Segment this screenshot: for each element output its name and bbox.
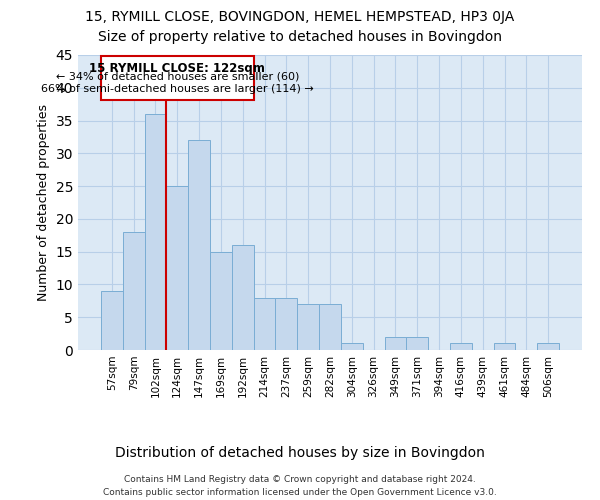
Y-axis label: Number of detached properties: Number of detached properties (37, 104, 50, 301)
Text: ← 34% of detached houses are smaller (60): ← 34% of detached houses are smaller (60… (56, 72, 299, 82)
Bar (101, 291, 123, 350)
Bar (254, 298, 275, 350)
Bar (319, 304, 341, 350)
Bar (166, 186, 188, 350)
Bar (275, 298, 297, 350)
Text: Contains public sector information licensed under the Open Government Licence v3: Contains public sector information licen… (103, 488, 497, 497)
Bar (188, 140, 210, 350)
Bar (341, 344, 363, 350)
Text: 15 RYMILL CLOSE: 122sqm: 15 RYMILL CLOSE: 122sqm (89, 62, 265, 74)
Bar (297, 304, 319, 350)
Bar (450, 344, 472, 350)
Bar (210, 252, 232, 350)
Bar (123, 232, 145, 350)
Text: Size of property relative to detached houses in Bovingdon: Size of property relative to detached ho… (98, 30, 502, 44)
Text: 15, RYMILL CLOSE, BOVINGDON, HEMEL HEMPSTEAD, HP3 0JA: 15, RYMILL CLOSE, BOVINGDON, HEMEL HEMPS… (85, 10, 515, 24)
Bar (385, 337, 406, 350)
FancyBboxPatch shape (101, 56, 254, 100)
Text: Distribution of detached houses by size in Bovingdon: Distribution of detached houses by size … (115, 446, 485, 460)
Bar (537, 344, 559, 350)
Text: 66% of semi-detached houses are larger (114) →: 66% of semi-detached houses are larger (… (41, 84, 314, 94)
Bar (406, 337, 428, 350)
Text: Contains HM Land Registry data © Crown copyright and database right 2024.: Contains HM Land Registry data © Crown c… (124, 476, 476, 484)
Bar (145, 114, 166, 350)
Bar (232, 245, 254, 350)
Bar (494, 344, 515, 350)
